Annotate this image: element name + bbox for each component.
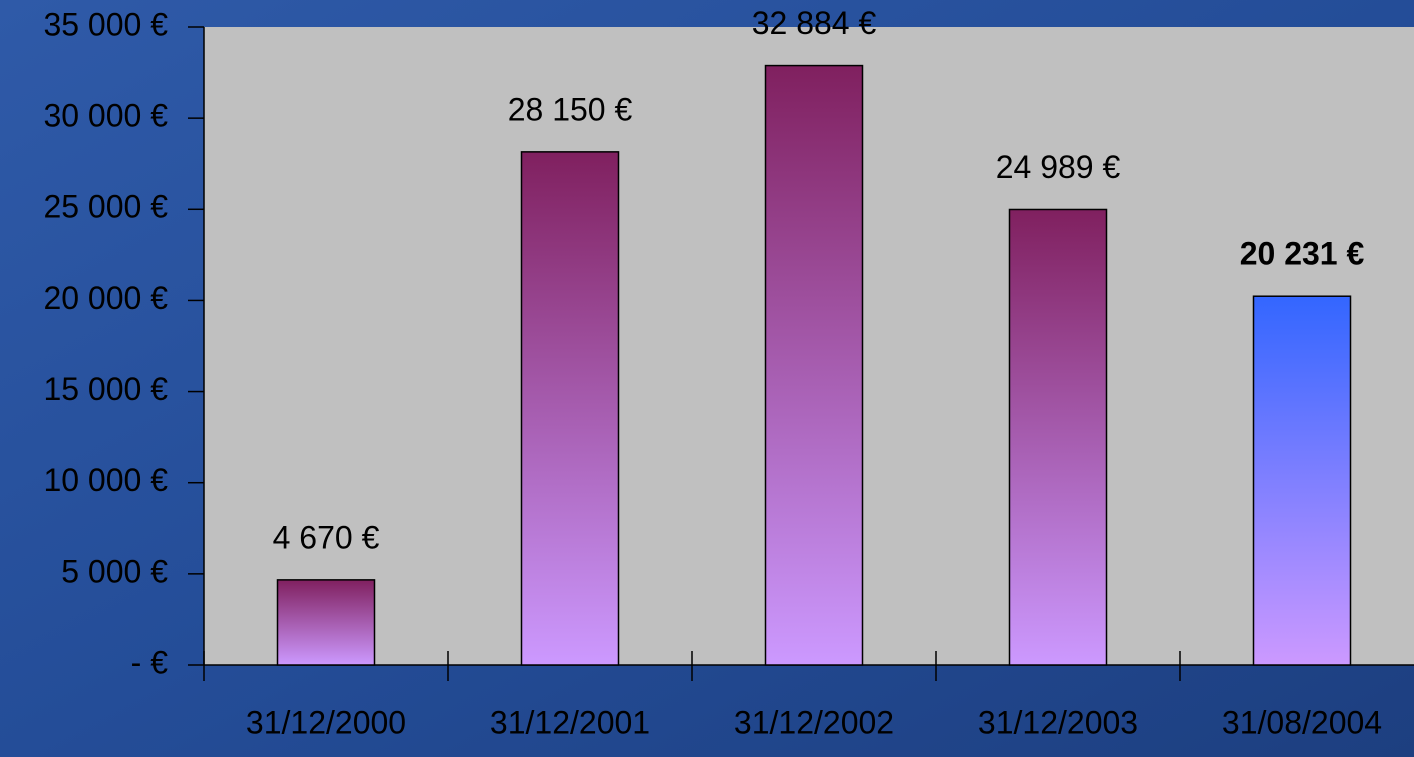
x-tick-label: 31/08/2004: [1222, 704, 1382, 740]
y-tick-label: 10 000 €: [43, 462, 168, 498]
x-tick-label: 31/12/2002: [734, 704, 894, 740]
bar: [764, 64, 864, 666]
x-tick-label: 31/12/2000: [246, 704, 406, 740]
x-tick-label: 31/12/2003: [978, 704, 1138, 740]
y-tick-label: 30 000 €: [43, 98, 168, 134]
data-label: 20 231 €: [1240, 236, 1365, 272]
data-label: 28 150 €: [508, 91, 633, 127]
y-tick-label: 35 000 €: [43, 6, 168, 42]
y-tick-label: 20 000 €: [43, 280, 168, 316]
y-tick-label: - €: [131, 644, 169, 680]
bar: [1008, 208, 1108, 666]
y-tick-label: 15 000 €: [43, 371, 168, 407]
x-tick-label: 31/12/2001: [490, 704, 650, 740]
y-tick-label: 5 000 €: [61, 553, 168, 589]
data-label: 24 989 €: [996, 149, 1121, 185]
bar: [1252, 295, 1352, 666]
data-label: 4 670 €: [273, 519, 380, 555]
bar: [520, 151, 620, 666]
y-tick-label: 25 000 €: [43, 189, 168, 225]
data-label: 32 884 €: [752, 5, 877, 41]
bar: [276, 579, 376, 666]
